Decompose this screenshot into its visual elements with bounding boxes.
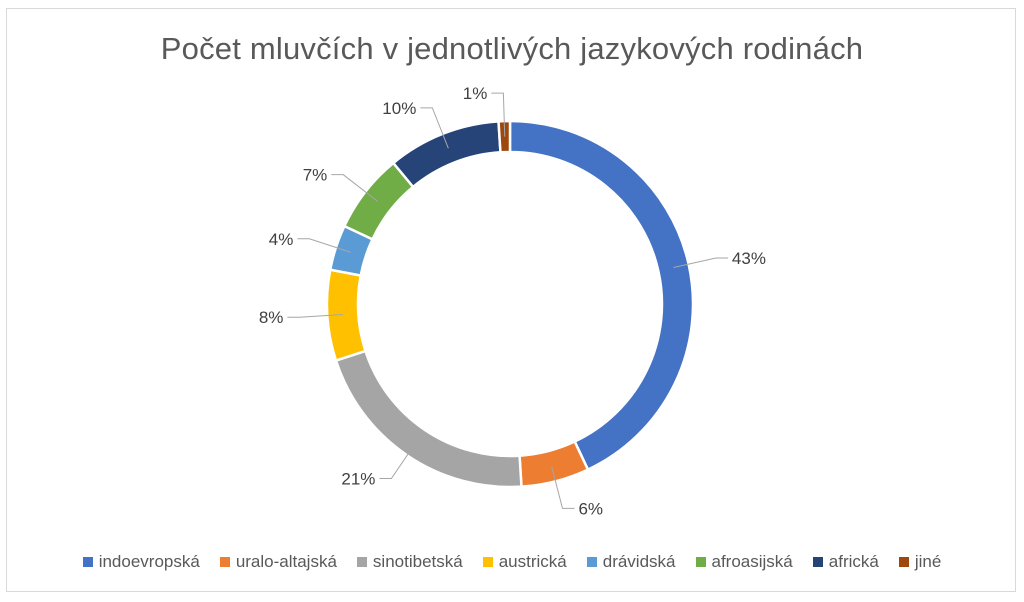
data-label-afroasijska: 7% xyxy=(303,166,328,185)
legend-label: uralo-altajská xyxy=(235,552,337,571)
slice-indoevropska xyxy=(508,119,695,472)
legend-swatch xyxy=(356,557,367,567)
data-label-indoevropska: 43% xyxy=(732,249,766,268)
data-label-dravidska: 4% xyxy=(269,230,294,249)
legend-item-africka: africká xyxy=(812,552,879,572)
leader-line xyxy=(420,107,449,149)
legend-item-indoevropska: indoevropská xyxy=(82,552,200,572)
legend-swatch xyxy=(586,557,597,567)
slice-africka xyxy=(391,120,502,189)
leader-line xyxy=(379,442,417,480)
leader-line xyxy=(331,174,378,202)
legend-swatch xyxy=(482,557,493,567)
leader-line xyxy=(287,314,343,318)
legend-swatch xyxy=(898,557,909,567)
leader-line xyxy=(673,257,728,268)
leader-line xyxy=(551,466,575,509)
legend-item-jine: jiné xyxy=(898,552,942,572)
chart-frame: Počet mluvčích v jednotlivých jazykových… xyxy=(6,8,1016,592)
data-label-uralo-altajska: 6% xyxy=(578,499,603,518)
slice-sinotibetska xyxy=(334,349,523,489)
slice-jine xyxy=(497,119,512,154)
leader-line xyxy=(491,92,506,137)
data-label-austricka: 8% xyxy=(259,308,284,327)
legend-swatch xyxy=(812,557,823,567)
data-label-africka: 10% xyxy=(382,99,416,118)
chart-legend: indoevropská uralo-altajská sinotibetská au… xyxy=(7,552,1017,572)
data-label-jine: 1% xyxy=(463,84,488,103)
legend-swatch xyxy=(695,557,706,567)
legend-label: indoevropská xyxy=(98,552,200,571)
leader-line xyxy=(297,238,351,253)
chart-title: Počet mluvčích v jednotlivých jazykových… xyxy=(160,31,864,66)
legend-label: afroasijská xyxy=(711,552,793,571)
data-label-sinotibetska: 21% xyxy=(341,470,375,489)
legend-label: drávidská xyxy=(602,552,676,571)
legend-item-afroasijska: afroasijská xyxy=(695,552,793,572)
legend-label: africká xyxy=(828,552,879,571)
legend-swatch xyxy=(82,557,93,567)
slice-uralo-altajska xyxy=(518,439,590,488)
legend-label: jiné xyxy=(914,552,942,571)
legend-item-sinotibetska: sinotibetská xyxy=(356,552,463,572)
legend-item-uralo-altajska: uralo-altajská xyxy=(219,552,337,572)
legend-item-dravidska: drávidská xyxy=(586,552,676,572)
legend-item-austricka: austrická xyxy=(482,552,567,572)
legend-label: austrická xyxy=(498,552,567,571)
doughnut-chart: 43% 6% 21% 8% 4% 7% 10% 1% xyxy=(259,84,766,518)
legend-swatch xyxy=(219,557,230,567)
legend-label: sinotibetská xyxy=(372,552,463,571)
